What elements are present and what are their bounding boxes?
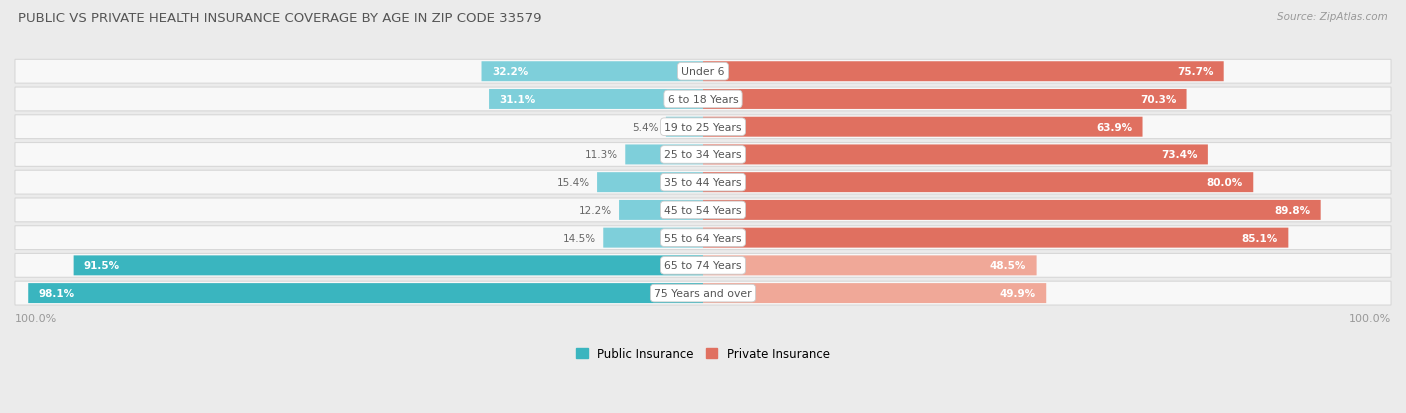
Text: PUBLIC VS PRIVATE HEALTH INSURANCE COVERAGE BY AGE IN ZIP CODE 33579: PUBLIC VS PRIVATE HEALTH INSURANCE COVER… bbox=[18, 12, 541, 25]
FancyBboxPatch shape bbox=[666, 117, 703, 138]
FancyBboxPatch shape bbox=[15, 254, 1391, 278]
Text: 85.1%: 85.1% bbox=[1241, 233, 1278, 243]
Text: 15.4%: 15.4% bbox=[557, 178, 591, 188]
Text: 100.0%: 100.0% bbox=[1348, 313, 1391, 323]
FancyBboxPatch shape bbox=[703, 283, 1046, 304]
Text: 70.3%: 70.3% bbox=[1140, 95, 1177, 105]
FancyBboxPatch shape bbox=[703, 256, 1036, 276]
Text: 63.9%: 63.9% bbox=[1097, 122, 1132, 133]
FancyBboxPatch shape bbox=[481, 62, 703, 82]
FancyBboxPatch shape bbox=[703, 228, 1288, 248]
Text: 25 to 34 Years: 25 to 34 Years bbox=[664, 150, 742, 160]
FancyBboxPatch shape bbox=[15, 171, 1391, 195]
Text: 14.5%: 14.5% bbox=[564, 233, 596, 243]
Text: 32.2%: 32.2% bbox=[492, 67, 529, 77]
FancyBboxPatch shape bbox=[489, 90, 703, 110]
FancyBboxPatch shape bbox=[15, 116, 1391, 139]
FancyBboxPatch shape bbox=[15, 60, 1391, 84]
Text: 80.0%: 80.0% bbox=[1206, 178, 1243, 188]
Text: 75 Years and over: 75 Years and over bbox=[654, 288, 752, 298]
Text: 55 to 64 Years: 55 to 64 Years bbox=[664, 233, 742, 243]
Text: 89.8%: 89.8% bbox=[1274, 205, 1310, 215]
Text: 19 to 25 Years: 19 to 25 Years bbox=[664, 122, 742, 133]
Text: 6 to 18 Years: 6 to 18 Years bbox=[668, 95, 738, 105]
Text: 45 to 54 Years: 45 to 54 Years bbox=[664, 205, 742, 215]
Text: 65 to 74 Years: 65 to 74 Years bbox=[664, 261, 742, 271]
Text: Source: ZipAtlas.com: Source: ZipAtlas.com bbox=[1277, 12, 1388, 22]
FancyBboxPatch shape bbox=[15, 226, 1391, 250]
FancyBboxPatch shape bbox=[73, 256, 703, 276]
Text: 100.0%: 100.0% bbox=[15, 313, 58, 323]
FancyBboxPatch shape bbox=[703, 200, 1320, 221]
FancyBboxPatch shape bbox=[15, 88, 1391, 112]
Text: 48.5%: 48.5% bbox=[990, 261, 1026, 271]
Text: 5.4%: 5.4% bbox=[633, 122, 659, 133]
Text: 49.9%: 49.9% bbox=[1000, 288, 1036, 298]
FancyBboxPatch shape bbox=[703, 90, 1187, 110]
FancyBboxPatch shape bbox=[703, 145, 1208, 165]
Text: 98.1%: 98.1% bbox=[38, 288, 75, 298]
FancyBboxPatch shape bbox=[28, 283, 703, 304]
Text: Under 6: Under 6 bbox=[682, 67, 724, 77]
FancyBboxPatch shape bbox=[598, 173, 703, 193]
FancyBboxPatch shape bbox=[603, 228, 703, 248]
FancyBboxPatch shape bbox=[703, 62, 1223, 82]
Text: 31.1%: 31.1% bbox=[499, 95, 536, 105]
Text: 11.3%: 11.3% bbox=[585, 150, 619, 160]
Text: 75.7%: 75.7% bbox=[1177, 67, 1213, 77]
FancyBboxPatch shape bbox=[626, 145, 703, 165]
FancyBboxPatch shape bbox=[15, 143, 1391, 167]
FancyBboxPatch shape bbox=[619, 200, 703, 221]
FancyBboxPatch shape bbox=[15, 199, 1391, 222]
Text: 73.4%: 73.4% bbox=[1161, 150, 1198, 160]
Legend: Public Insurance, Private Insurance: Public Insurance, Private Insurance bbox=[571, 342, 835, 365]
FancyBboxPatch shape bbox=[703, 117, 1143, 138]
Text: 35 to 44 Years: 35 to 44 Years bbox=[664, 178, 742, 188]
Text: 91.5%: 91.5% bbox=[84, 261, 120, 271]
Text: 12.2%: 12.2% bbox=[579, 205, 612, 215]
FancyBboxPatch shape bbox=[15, 282, 1391, 305]
FancyBboxPatch shape bbox=[703, 173, 1253, 193]
